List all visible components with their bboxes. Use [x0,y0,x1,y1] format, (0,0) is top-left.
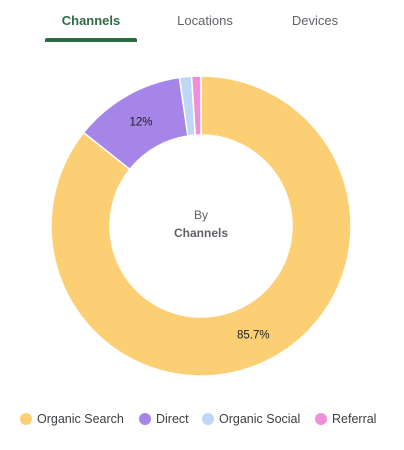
legend-swatch [139,413,151,425]
legend-swatch [315,413,327,425]
tab-devices[interactable]: Devices [291,13,339,28]
legend-label: Referral [332,412,377,426]
donut-chart: 85.7% 12% By Channels [0,56,404,396]
legend-item-organic-search[interactable]: Organic Search [20,410,124,428]
slice-referral[interactable] [190,75,202,136]
tab-bar: Channels Locations Devices [0,0,404,44]
legend-label: Direct [156,412,189,426]
legend-swatch [202,413,214,425]
tab-channels[interactable]: Channels [61,13,121,28]
chart-center-label: By Channels [140,206,262,242]
data-label-organic-search: 85.7% [237,330,270,342]
tab-locations[interactable]: Locations [177,13,233,28]
legend-label: Organic Search [37,412,124,426]
legend-label: Organic Social [219,412,301,426]
legend-item-direct[interactable]: Direct [139,410,189,428]
active-tab-indicator [45,38,137,42]
legend-swatch [20,413,32,425]
center-label-dimension: Channels [173,226,228,240]
donut-chart-svg: 85.7% 12% [50,75,352,377]
center-label-prefix: By [193,208,208,222]
slice-organic-search[interactable] [50,75,352,377]
data-label-direct: 12% [129,117,152,129]
legend-item-organic-social[interactable]: Organic Social [202,410,300,428]
chart-legend: Organic Search Direct Organic Social Ref… [20,410,400,428]
legend-item-referral[interactable]: Referral [315,410,376,428]
